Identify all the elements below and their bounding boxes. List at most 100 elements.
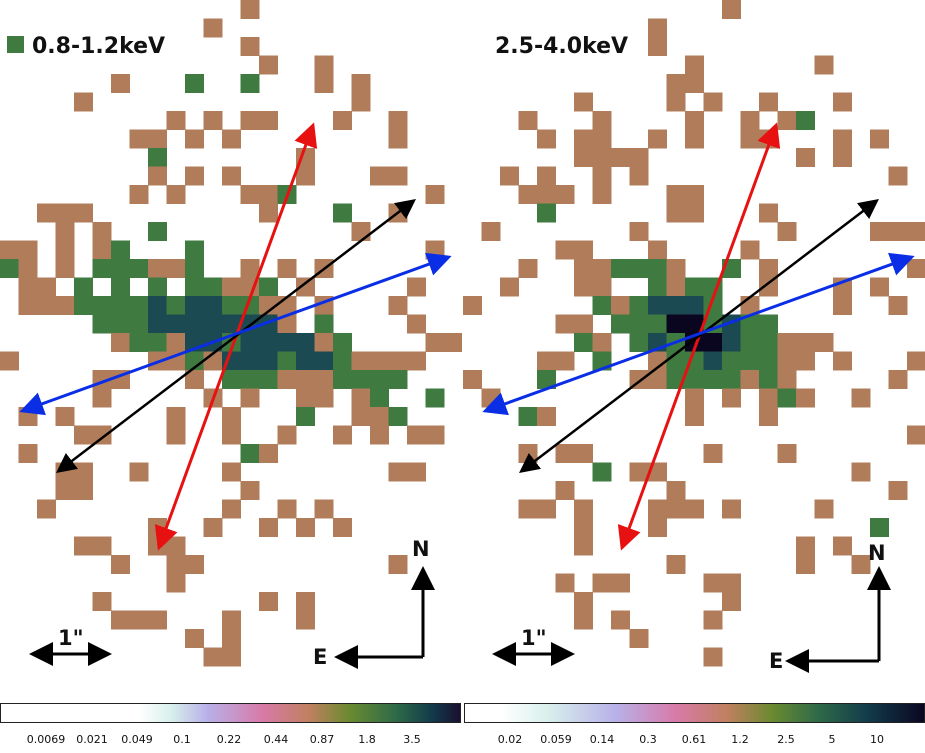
colorbar-ticks-soft-band: 0.0069 0.021 0.049 0.1 0.22 0.44 0.87 1.… <box>0 733 461 751</box>
count-pixel <box>37 499 56 519</box>
count-pixel <box>92 536 112 556</box>
count-pixel <box>796 536 815 556</box>
count-pixel <box>555 481 575 500</box>
count-pixel <box>185 629 204 648</box>
east-label: E <box>769 649 784 673</box>
tick-label: 0.3 <box>639 733 657 746</box>
count-pixel <box>888 222 908 241</box>
count-pixel <box>222 647 241 667</box>
count-pixel <box>648 18 667 38</box>
count-pixel <box>814 499 834 519</box>
count-pixel <box>888 481 908 500</box>
count-pixel <box>796 111 815 130</box>
count-pixel <box>296 610 315 630</box>
tick-label: 5 <box>828 733 836 746</box>
count-pixel <box>481 222 501 241</box>
count-pixel <box>592 129 612 149</box>
count-pixel <box>314 74 334 93</box>
black-axis-arrow <box>519 198 879 474</box>
count-pixel <box>129 610 149 630</box>
tick-label: 0.021 <box>76 733 108 746</box>
count-pixel <box>574 536 593 556</box>
count-pixel <box>259 592 278 611</box>
count-pixel <box>0 351 19 371</box>
count-pixel <box>74 92 93 112</box>
count-pixel <box>833 129 852 149</box>
count-pixel <box>796 555 815 574</box>
count-pixel <box>111 610 130 630</box>
count-pixel <box>537 499 556 519</box>
count-pixel <box>907 425 925 445</box>
count-pixel <box>703 573 723 593</box>
count-pixel <box>685 74 704 93</box>
count-pixel <box>592 111 612 130</box>
count-pixel <box>574 610 593 630</box>
tick-label: 0.87 <box>309 733 335 746</box>
count-pixel <box>314 499 334 519</box>
count-pixel <box>166 555 186 574</box>
count-pixel <box>703 92 723 112</box>
count-pixel <box>388 111 408 130</box>
count-pixel <box>351 74 371 93</box>
count-pixel <box>833 148 852 167</box>
count-pixel <box>111 74 130 93</box>
tick-label: 2.5 <box>777 733 795 746</box>
north-label: N <box>868 541 886 565</box>
count-pixel <box>574 129 593 149</box>
count-pixel <box>537 166 556 186</box>
tick-label: 0.14 <box>589 733 615 746</box>
black-axis-arrow <box>56 198 416 474</box>
count-pixel <box>555 573 575 593</box>
count-pixel <box>870 129 889 149</box>
count-pixel <box>463 370 482 389</box>
count-pixel <box>55 481 75 500</box>
north-label: N <box>412 537 430 561</box>
tick-label: 0.1 <box>173 733 191 746</box>
count-pixel <box>592 573 612 593</box>
count-pixel <box>814 55 834 75</box>
count-pixel <box>111 555 130 574</box>
count-pixel <box>907 222 925 241</box>
count-pixel <box>166 573 186 593</box>
tick-label: 1.2 <box>731 733 749 746</box>
count-pixel <box>611 610 630 630</box>
tick-label: 0.059 <box>540 733 572 746</box>
band-label: 2.5-4.0keV <box>495 34 629 59</box>
count-pixel <box>833 92 852 112</box>
count-pixel <box>629 629 649 648</box>
count-pixel <box>185 555 204 574</box>
green-square-icon <box>7 36 24 53</box>
blue-axis-arrow <box>482 252 915 416</box>
count-pixel <box>888 166 908 186</box>
count-pixel <box>296 592 315 611</box>
count-pixel <box>333 111 352 130</box>
count-pixel <box>703 610 723 630</box>
count-pixel <box>0 240 19 260</box>
count-pixel <box>240 0 260 19</box>
count-pixel <box>351 92 371 112</box>
colorbar-hard-band <box>464 703 925 723</box>
count-pixel <box>222 629 241 648</box>
count-pixel <box>759 92 778 112</box>
tick-label: 10 <box>870 733 884 746</box>
count-pixel <box>703 647 723 667</box>
count-pixel <box>574 592 593 611</box>
tick-label: 0.02 <box>497 733 523 746</box>
tick-label: 1.8 <box>358 733 376 746</box>
count-pixel <box>203 18 223 38</box>
count-pixel <box>222 610 241 630</box>
band-label: 0.8-1.2keV <box>32 34 166 59</box>
tick-label: 0.049 <box>121 733 153 746</box>
count-pixel <box>592 166 612 186</box>
count-pixel <box>333 518 352 537</box>
count-pixel <box>129 129 149 149</box>
axis-overlay-soft-band <box>19 122 452 669</box>
count-pixel <box>796 148 815 167</box>
tick-label: 0.0069 <box>26 733 66 746</box>
count-pixel <box>648 37 667 56</box>
tick-label: 0.61 <box>681 733 707 746</box>
count-pixel <box>574 499 593 519</box>
count-pixel <box>574 148 593 167</box>
count-pixel <box>259 55 278 75</box>
count-pixel <box>240 37 260 56</box>
